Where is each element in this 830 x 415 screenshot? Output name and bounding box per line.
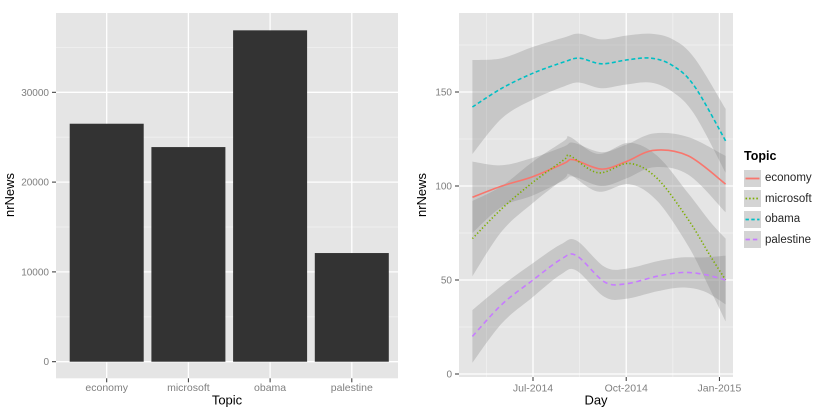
plot-panel-background <box>459 13 733 377</box>
y-tick-label: 0 <box>43 357 49 368</box>
legend-key-background <box>744 231 761 249</box>
legend-key-microsoft-icon <box>744 190 761 208</box>
line-palestine <box>471 253 726 337</box>
bar-chart-svg: 0 10000 20000 30000 economy microsoft obama pal… <box>2 13 398 408</box>
legend-title: Topic <box>744 149 777 163</box>
line-obama <box>471 57 727 142</box>
y-tick-label: 50 <box>441 276 453 287</box>
legend-label-microsoft: microsoft <box>765 192 812 205</box>
smoothed-lines <box>471 57 727 337</box>
legend-label-obama: obama <box>765 213 801 226</box>
line-microsoft <box>471 154 727 281</box>
legend-label-palestine: palestine <box>765 233 812 246</box>
axis-ticks <box>455 91 720 381</box>
bar-microsoft <box>151 147 226 362</box>
y-tick-label: 100 <box>435 182 452 193</box>
y-tick-label: 20000 <box>21 178 49 189</box>
x-tick-label: obama <box>254 382 286 394</box>
legend-key-palestine-icon <box>744 231 761 249</box>
bar-palestine <box>314 253 389 362</box>
y-tick-label: 150 <box>435 88 452 99</box>
bar-chart-panel: 0 10000 20000 30000 economy microsoft obama pal… <box>2 13 398 408</box>
axis-ticks <box>52 91 353 383</box>
x-tick-label: microsoft <box>167 382 210 394</box>
ribbon-economy <box>472 132 726 233</box>
x-tick-label: Jan-2015 <box>698 383 742 395</box>
legend-key-economy-icon <box>744 169 761 187</box>
x-axis-title: Day <box>584 393 608 408</box>
x-tick-label: Oct-2014 <box>605 383 648 395</box>
legend-item-microsoft: microsoft <box>744 189 812 210</box>
legend-key-obama-icon <box>744 210 761 228</box>
legend-item-economy: economy <box>744 168 812 189</box>
y-tick-label: 30000 <box>21 88 49 99</box>
x-tick-label: palestine <box>331 382 373 394</box>
y-tick-label: 10000 <box>21 267 49 278</box>
x-tick-label: Jul-2014 <box>513 383 553 395</box>
legend-item-palestine: palestine <box>744 230 812 251</box>
legend-item-obama: obama <box>744 209 812 230</box>
y-axis-title: nrNews <box>415 172 429 217</box>
y-axis-title: nrNews <box>2 172 17 217</box>
line-economy <box>472 149 727 199</box>
ribbon-obama <box>472 33 726 173</box>
gridlines <box>459 13 733 377</box>
x-axis-title: Topic <box>212 393 243 408</box>
confidence-ribbons <box>472 33 726 363</box>
legend-key-background <box>744 190 761 208</box>
ribbon-microsoft <box>472 136 726 322</box>
bar-obama <box>233 30 308 362</box>
line-chart-panel: 0 50 100 150 Jul-2014 Oct-2014 Jan-2015 Day nrNe… <box>415 0 830 415</box>
y-tick-label: 0 <box>446 370 452 381</box>
bar-economy <box>69 123 144 362</box>
line-chart-svg: 0 50 100 150 Jul-2014 Oct-2014 Jan-2015 Day nrNe… <box>415 13 742 408</box>
legend: Topic economy microsoft obama palestine <box>744 149 812 250</box>
x-tick-label: economy <box>85 382 128 394</box>
ribbon-palestine <box>472 238 726 363</box>
legend-label-economy: economy <box>765 172 812 185</box>
